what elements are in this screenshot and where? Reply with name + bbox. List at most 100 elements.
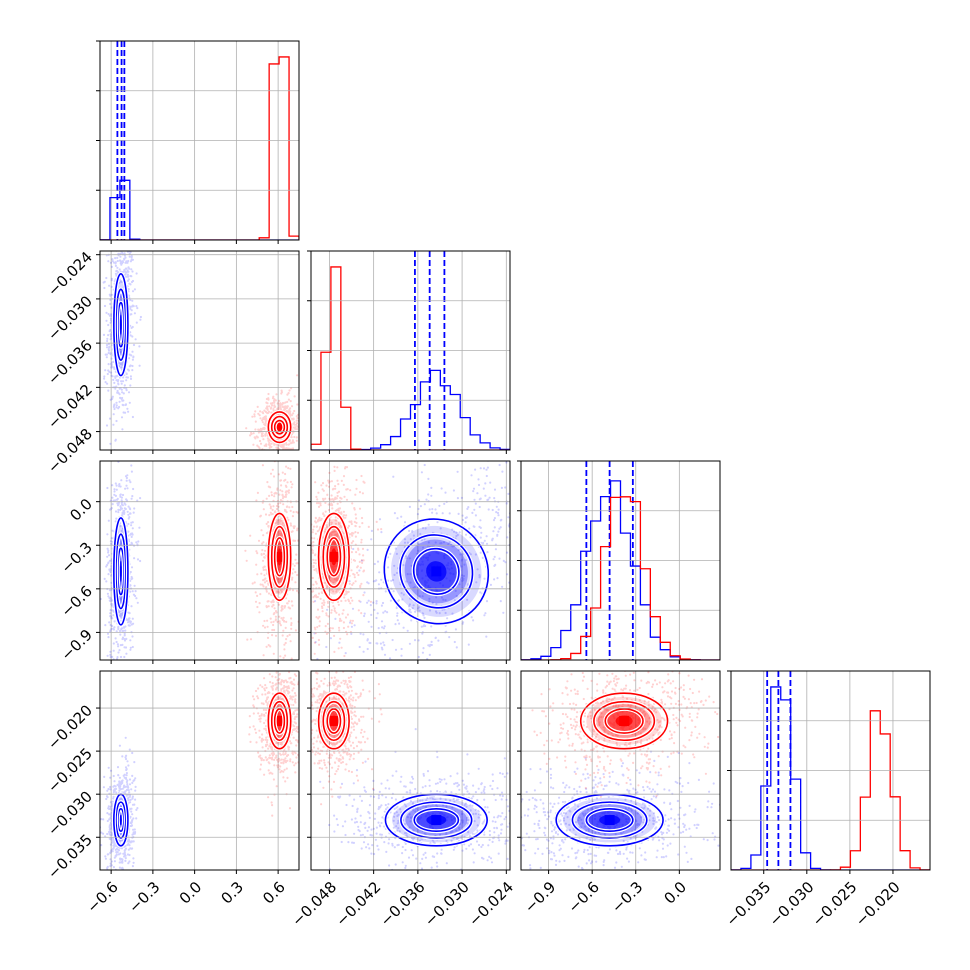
- x-tick-label: −0.020: [852, 878, 904, 930]
- histogram-blue: [731, 686, 930, 870]
- contour-blue: [113, 273, 129, 377]
- histogram-blue: [100, 179, 299, 240]
- density-peak-blue: [115, 815, 126, 826]
- x-tick-label: −0.042: [332, 878, 384, 930]
- contour-red: [273, 537, 286, 577]
- panel-content: [311, 671, 510, 870]
- panel-content: [100, 461, 299, 660]
- panel-content: [100, 671, 299, 870]
- contour-blue: [115, 533, 127, 610]
- y-tick-label: −0.030: [44, 787, 96, 839]
- contour-red: [270, 525, 289, 588]
- panel-content: [311, 461, 510, 660]
- x-tick-label: −0.030: [421, 878, 473, 930]
- y-tick-label: −0.036: [44, 336, 96, 388]
- x-tick-label: 0.0: [176, 878, 206, 908]
- y-tick-label: 0.0: [66, 495, 96, 525]
- x-tick-label: −0.3: [125, 878, 163, 916]
- panel-1-1: [307, 250, 511, 454]
- contour-red: [270, 700, 289, 742]
- density-peak-blue: [115, 319, 126, 330]
- x-tick-label: 0.3: [218, 878, 248, 908]
- contour-blue: [383, 518, 490, 625]
- contour-blue: [413, 808, 460, 833]
- density-peak-red: [274, 422, 285, 433]
- x-tick-label: −0.6: [564, 878, 602, 916]
- x-tick-label: −0.036: [377, 878, 429, 930]
- y-tick-label: −0.6: [58, 582, 96, 620]
- contour-red: [267, 692, 292, 750]
- panel-content: [521, 671, 720, 870]
- x-tick-label: 0.0: [660, 878, 690, 908]
- y-tick-label: −0.024: [44, 248, 96, 300]
- contour-blue: [400, 801, 473, 839]
- density-peak-blue: [431, 815, 442, 826]
- y-tick-label: −0.3: [58, 539, 96, 577]
- x-tick-label: −0.025: [809, 878, 861, 930]
- contour-red: [267, 512, 292, 602]
- x-tick-label: −0.9: [521, 878, 559, 916]
- density-peak-red: [274, 715, 285, 726]
- panel-frame: [99, 670, 300, 871]
- contour-red: [604, 708, 644, 734]
- y-tick-label: −0.030: [44, 292, 96, 344]
- panel-3-2: −0.9 −0.6 −0.3 0.0: [517, 670, 721, 917]
- x-tick-label: −0.035: [723, 878, 775, 930]
- density-peak-blue: [604, 815, 615, 826]
- contour-red: [317, 512, 350, 602]
- contour-red: [593, 700, 656, 742]
- contour-blue: [585, 808, 634, 833]
- x-tick-label: 0.6: [259, 878, 289, 908]
- x-tick-label: −0.3: [608, 878, 646, 916]
- x-tick-label: −0.6: [83, 878, 121, 916]
- panel-1-0: −0.048−0.042−0.036−0.030−0.024: [44, 248, 300, 477]
- y-tick-label: −0.9: [58, 626, 96, 664]
- contour-blue: [115, 288, 127, 361]
- contour-red: [273, 419, 286, 435]
- x-tick-label: −0.048: [288, 878, 340, 930]
- panel-frame: [310, 460, 511, 661]
- x-tick-label: −0.024: [465, 878, 517, 930]
- panel-frame: [310, 670, 511, 871]
- contour-blue: [399, 534, 474, 609]
- density-peak-blue: [431, 566, 442, 577]
- contour-blue: [115, 801, 127, 839]
- y-tick-label: −0.025: [44, 744, 96, 796]
- panel-content: [102, 251, 299, 450]
- contour-red: [270, 415, 289, 439]
- x-tick-label: −0.030: [766, 878, 818, 930]
- density-peak-blue: [115, 566, 126, 577]
- panel-0-0: [96, 40, 300, 244]
- panel-frame: [520, 670, 721, 871]
- y-tick-label: −0.042: [44, 381, 96, 433]
- panel-frame: [99, 250, 300, 451]
- y-tick-label: −0.048: [44, 425, 96, 477]
- density-peak-red: [619, 715, 630, 726]
- panel-3-3: −0.035−0.030−0.025−0.020: [723, 670, 931, 930]
- y-tick-label: −0.020: [44, 701, 96, 753]
- histogram-red: [731, 710, 930, 870]
- density-peak-red: [328, 715, 339, 726]
- contour-red: [579, 692, 669, 750]
- contour-red: [273, 708, 286, 734]
- panel-frame: [99, 460, 300, 661]
- panel-2-0: −0.9 −0.6 −0.3 0.0: [58, 460, 300, 664]
- density-peak-red: [274, 551, 285, 562]
- panel-3-0: −0.6 −0.3 0.0 0.3 0.6 −0.035−0.030−0.025−0.02…: [44, 670, 300, 917]
- contour-red: [322, 700, 346, 742]
- histogram-blue: [521, 480, 720, 660]
- histogram-red: [311, 266, 510, 450]
- panel-2-1: [307, 460, 511, 664]
- contour-red: [267, 411, 292, 444]
- panel-2-2: [517, 460, 721, 664]
- y-tick-label: −0.035: [44, 831, 96, 883]
- density-peak-red: [328, 551, 339, 562]
- contour-red: [326, 708, 342, 734]
- histogram-red: [100, 56, 299, 240]
- contour-blue: [571, 801, 648, 839]
- contour-blue: [113, 517, 129, 626]
- contour-red: [322, 525, 346, 588]
- contour-red: [317, 692, 350, 750]
- contour-red: [326, 537, 342, 577]
